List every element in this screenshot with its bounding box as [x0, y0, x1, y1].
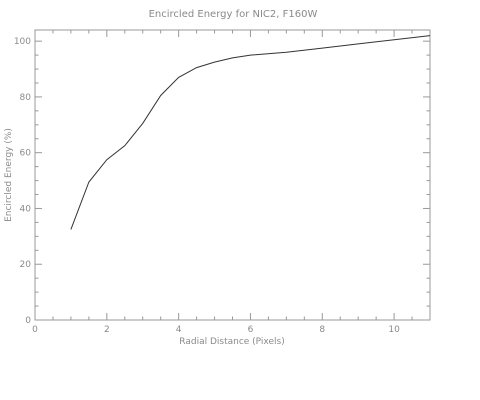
series-group: [70, 35, 431, 230]
x-tick-label: 2: [104, 325, 110, 335]
x-tick-label: 0: [32, 325, 38, 335]
x-tick-label: 10: [388, 325, 400, 335]
x-tick-label: 6: [248, 325, 254, 335]
series-line: [70, 35, 431, 230]
y-tick-label: 20: [20, 260, 32, 270]
x-axis-label: Radial Distance (Pixels): [179, 337, 284, 347]
chart-title: Encircled Energy for NIC2, F160W: [149, 9, 318, 20]
y-tick-label: 100: [14, 37, 31, 47]
y-tick-label: 40: [20, 204, 32, 214]
x-tick-label: 4: [176, 325, 182, 335]
y-tick-label: 80: [20, 93, 32, 103]
y-axis-label: Encircled Energy (%): [4, 128, 14, 222]
y-tick-label: 60: [20, 149, 32, 159]
x-tick-label: 8: [319, 325, 325, 335]
axis-ticks: [34, 30, 431, 321]
y-tick-label: 0: [25, 316, 31, 326]
